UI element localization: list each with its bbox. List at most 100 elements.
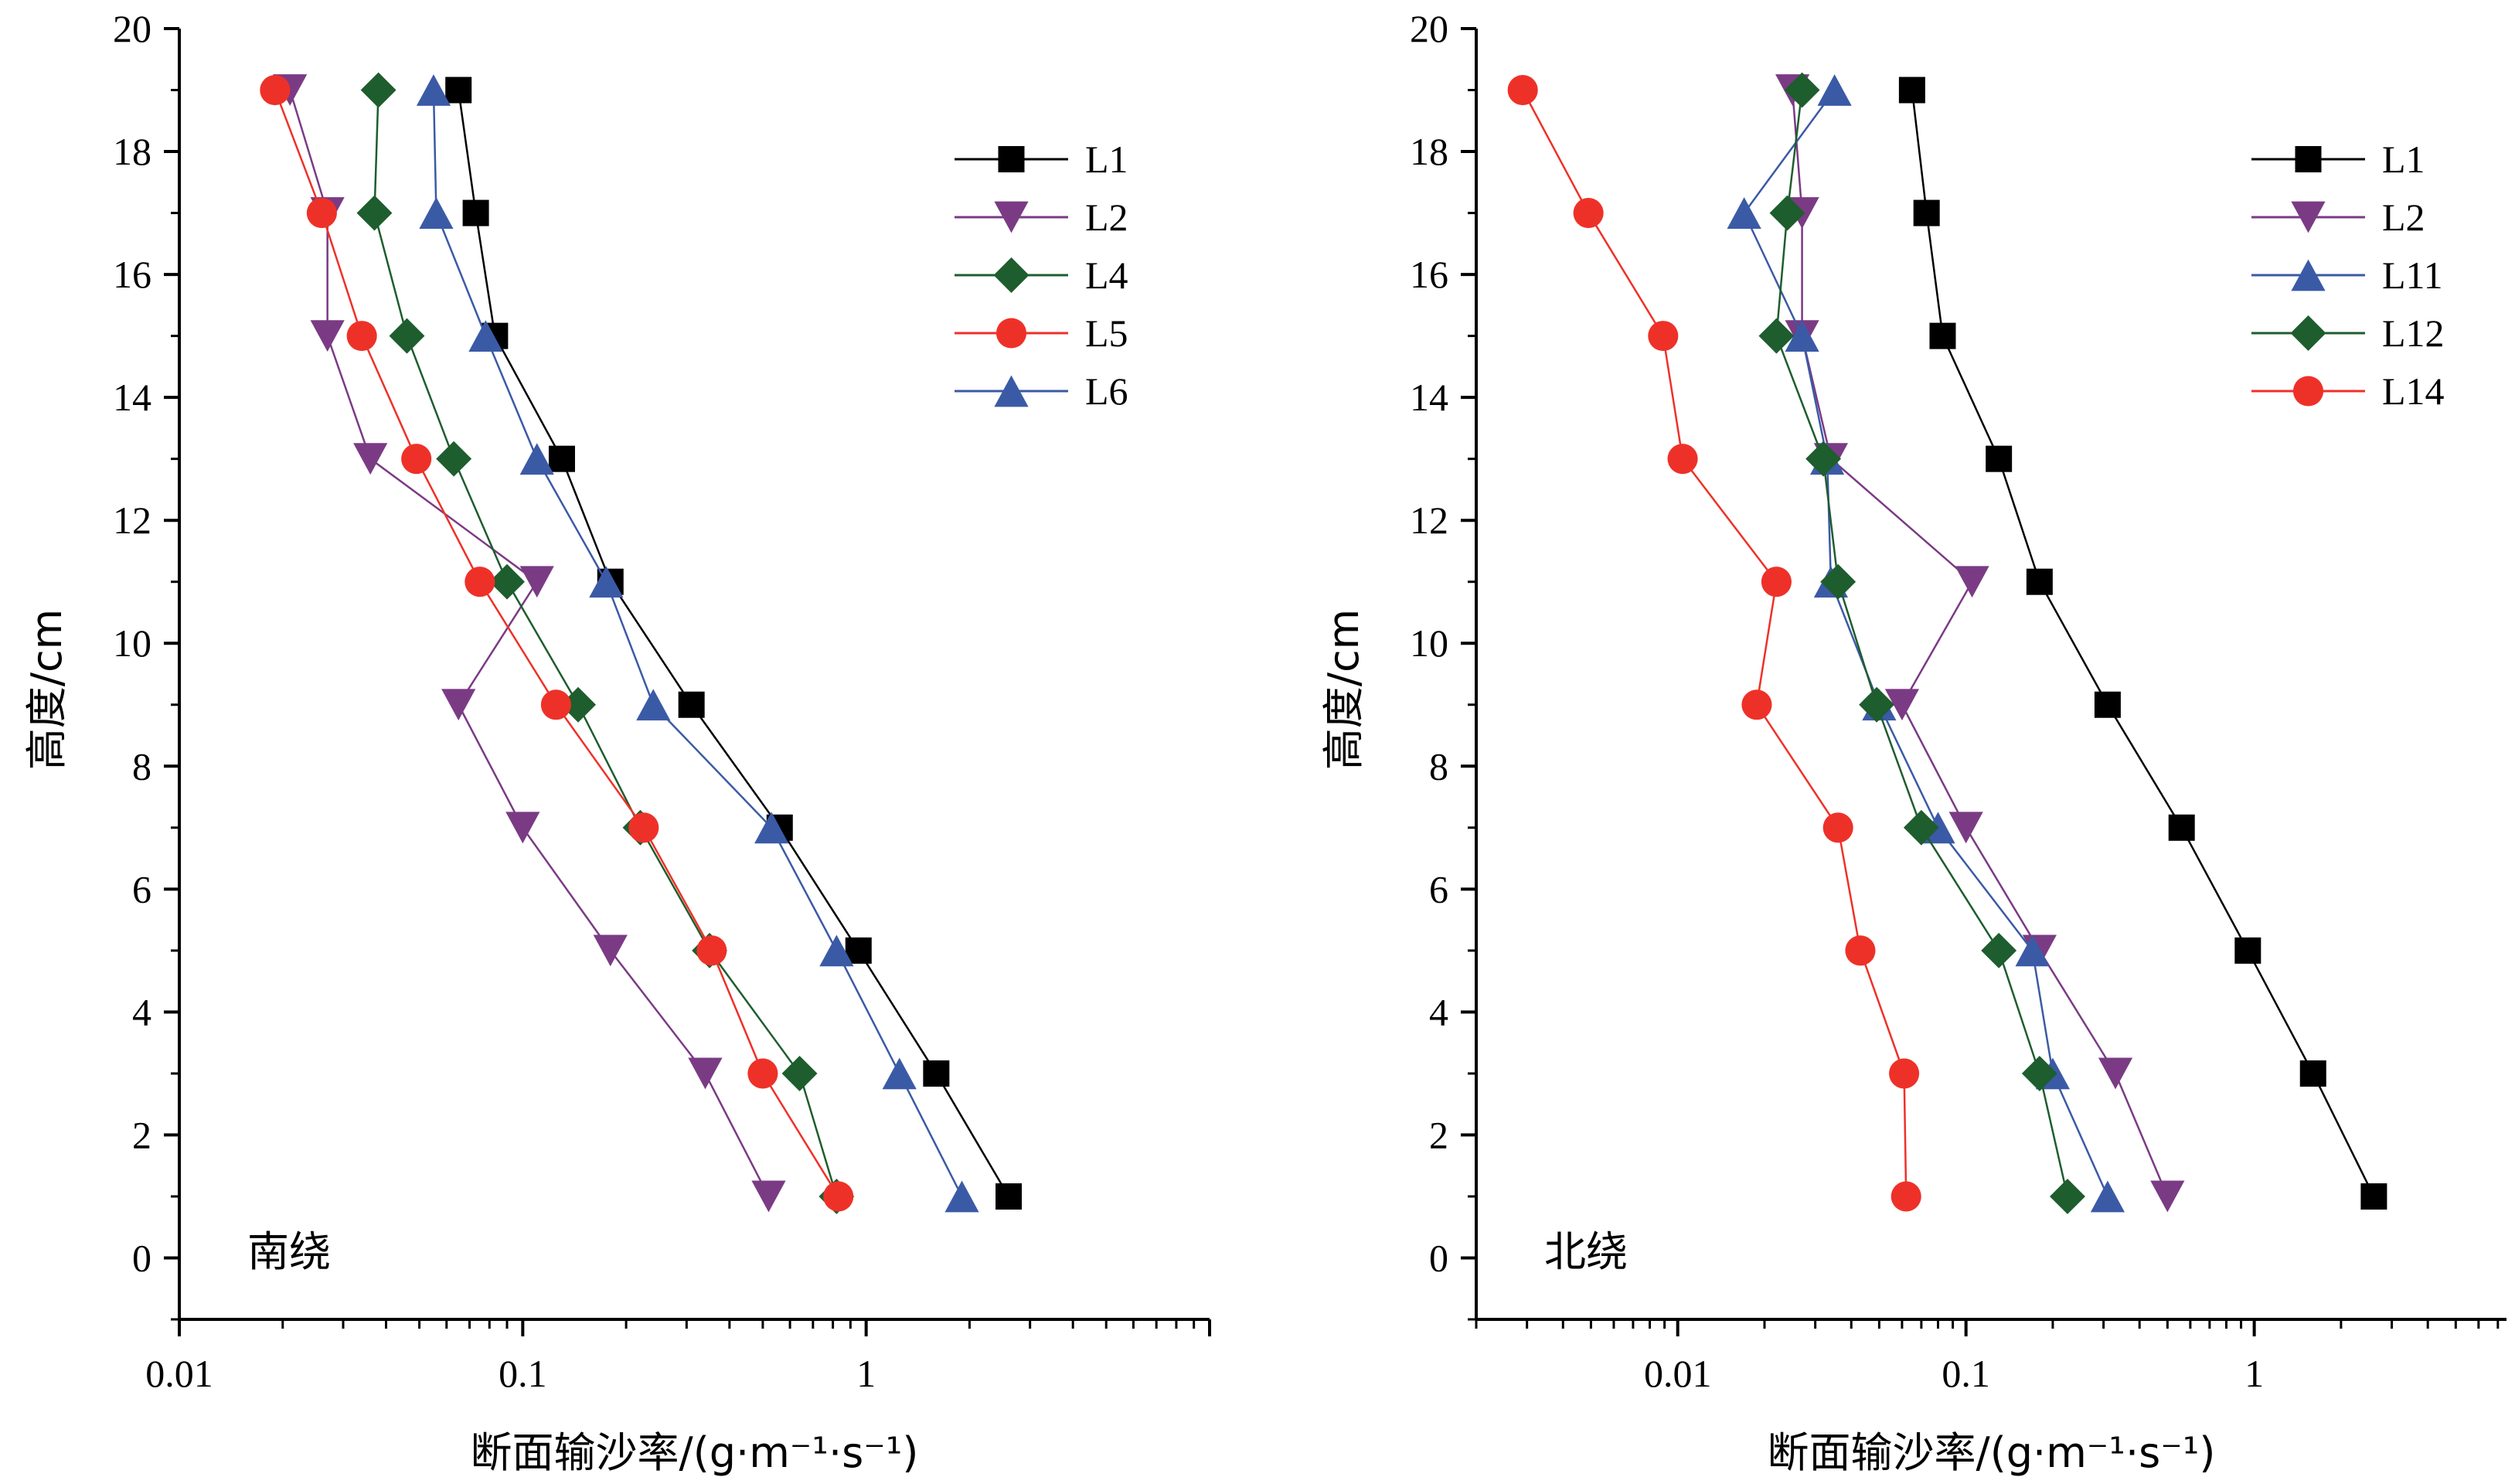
legend-marker [2291, 259, 2326, 291]
series-line [274, 90, 839, 1197]
y-tick-label: 18 [1410, 130, 1448, 173]
data-point [1573, 198, 1604, 229]
data-point [1805, 441, 1842, 477]
series-L4 [356, 72, 855, 1214]
data-point [2015, 934, 2050, 967]
data-point [441, 689, 476, 721]
series-L2 [273, 74, 786, 1213]
data-point [882, 1057, 917, 1090]
data-point [519, 443, 554, 475]
data-point [1845, 935, 1876, 966]
data-point [2098, 1057, 2133, 1090]
y-tick-label: 8 [132, 744, 151, 788]
data-point [1784, 72, 1820, 108]
y-tick-label: 20 [113, 7, 151, 50]
y-axis-title: 高度/cm [1319, 609, 1368, 771]
data-point [754, 812, 789, 844]
data-point [353, 443, 388, 475]
data-point [1667, 444, 1698, 475]
data-point [1986, 445, 2013, 472]
data-point [823, 1181, 854, 1212]
legend-marker [2291, 201, 2326, 233]
x-tick-label: 0.1 [499, 1352, 547, 1395]
data-point [995, 1183, 1023, 1210]
data-point [593, 934, 628, 967]
data-point [2026, 568, 2053, 595]
data-point [465, 567, 495, 597]
data-point [696, 935, 727, 966]
data-point [489, 563, 525, 600]
series-line [1743, 89, 2109, 1197]
chart-panel-1: 0 2 4 6 8 10 12 14 16 18 20 0.01 0.1 1 断面输沙率/(g·m⁻¹·s⁻… [22, 7, 1211, 1477]
series-line [432, 90, 963, 1197]
legend-entry: L1 [2251, 138, 2425, 181]
data-point [548, 445, 575, 472]
data-point [401, 444, 432, 475]
data-point [540, 689, 571, 720]
data-point [2299, 1060, 2326, 1087]
data-point [636, 689, 671, 721]
data-point [1817, 74, 1852, 106]
y-tick-label: 12 [113, 499, 151, 542]
series-line [288, 90, 770, 1197]
data-point [2234, 937, 2261, 964]
legend-label: L2 [1085, 196, 1128, 239]
y-tick-label: 0 [132, 1236, 151, 1279]
y-tick-label: 12 [1410, 499, 1448, 542]
series-line [1522, 89, 1908, 1196]
y-tick-label: 6 [132, 867, 151, 910]
legend-entry: L6 [955, 369, 1128, 413]
x-tick-label: 1 [856, 1352, 876, 1395]
data-point [1822, 812, 1853, 843]
y-axis-title: 高度/cm [22, 609, 71, 771]
legend-marker [2290, 315, 2326, 351]
data-point [819, 934, 854, 967]
data-point [1913, 199, 1940, 226]
data-point [1859, 686, 1895, 723]
data-point [781, 1055, 818, 1091]
x-tick-label: 0.01 [1644, 1352, 1712, 1395]
data-point [360, 72, 396, 108]
data-point [1507, 74, 1538, 106]
series-line [373, 90, 838, 1197]
panel-label: 南绕 [247, 1227, 331, 1276]
data-point [436, 441, 472, 477]
legend-label: L6 [1085, 369, 1128, 413]
x-tick-label: 0.1 [1942, 1352, 1990, 1395]
data-point [2150, 1180, 2185, 1213]
chart-panel-2: 0 2 4 6 8 10 12 14 16 18 20 0.01 0.1 1 断面输沙率/(g·m⁻¹·s⁻… [1319, 7, 2506, 1477]
data-point [1898, 77, 1925, 104]
series-line [1911, 90, 2375, 1197]
series-L1 [1898, 77, 2387, 1210]
legend-label: L1 [2382, 138, 2425, 181]
y-tick-label: 4 [1429, 990, 1448, 1033]
data-point [1889, 1058, 1920, 1089]
series-L14 [1507, 74, 1921, 1212]
y-tick-label: 6 [1429, 867, 1448, 910]
data-point [1981, 932, 2017, 968]
data-point [346, 321, 377, 352]
series-L1 [445, 77, 1023, 1210]
legend-entry: L2 [955, 196, 1128, 239]
data-point [2050, 1179, 2085, 1214]
data-point [678, 691, 705, 718]
data-point [1891, 1181, 1921, 1212]
series-line [1791, 90, 2169, 1197]
x-axis-title: 断面输沙率/(g·m⁻¹·s⁻¹) [471, 1428, 919, 1477]
data-point [1758, 318, 1795, 354]
data-point [2021, 1055, 2057, 1091]
data-point [505, 812, 540, 844]
legend-label: L14 [2382, 369, 2445, 413]
data-point [2168, 814, 2195, 841]
data-point [419, 197, 454, 229]
series-line [457, 90, 1010, 1197]
legend-label: L4 [1085, 254, 1128, 297]
y-tick-label: 16 [1410, 253, 1448, 296]
legend-marker [995, 318, 1027, 349]
data-point [1727, 197, 1761, 229]
series-line [1775, 90, 2069, 1197]
data-point [468, 320, 503, 352]
legend-label: L2 [2382, 196, 2425, 239]
data-point [356, 195, 393, 231]
